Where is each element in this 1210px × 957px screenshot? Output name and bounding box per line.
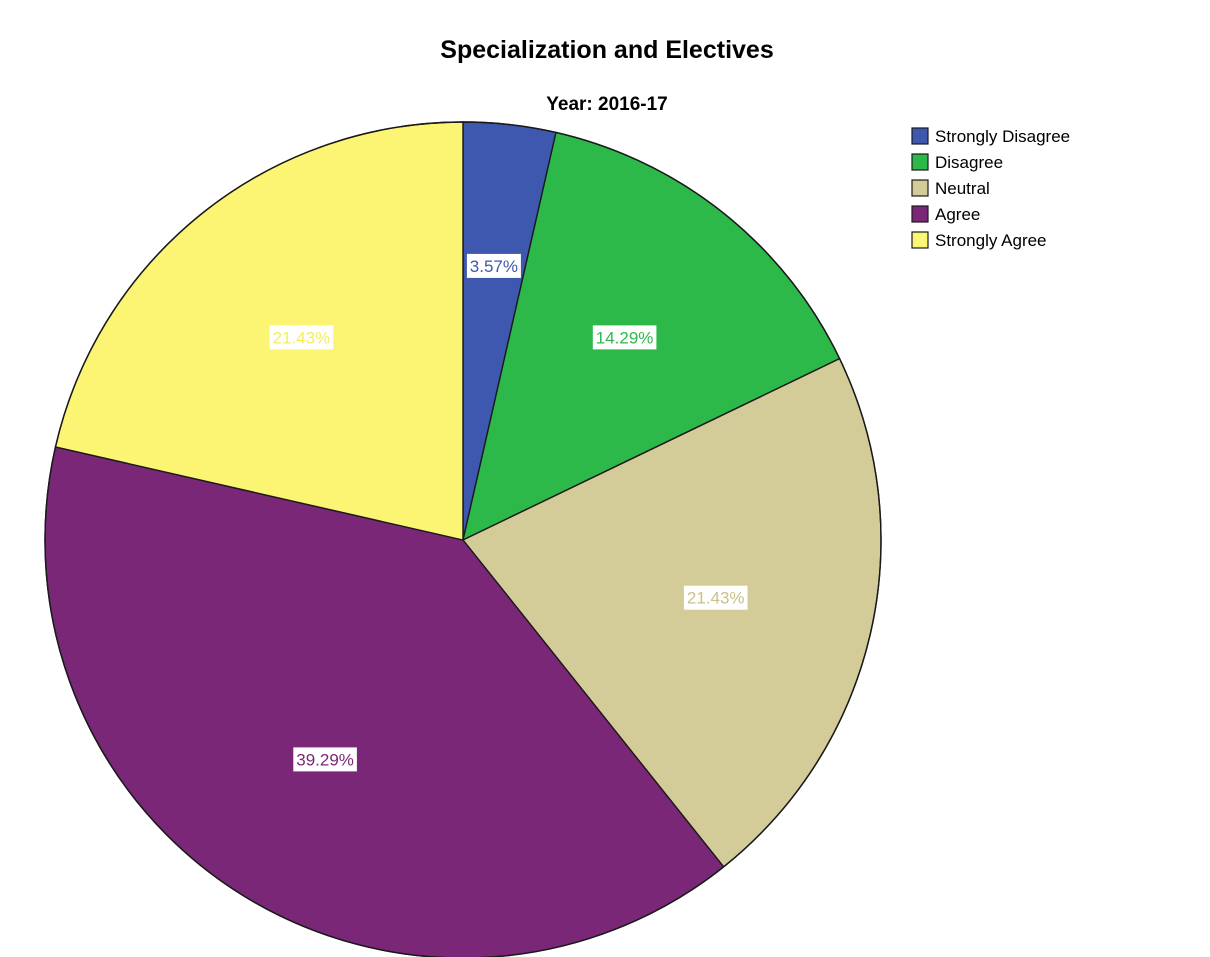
slice-label-group: 21.43% <box>683 585 748 610</box>
chart-title: Specialization and Electives <box>440 36 773 64</box>
legend-swatch <box>911 127 929 145</box>
slice-label-text: 3.57% <box>470 257 518 276</box>
slice-label-text: 21.43% <box>687 589 745 608</box>
slice-label-group: 14.29% <box>592 325 657 350</box>
legend-item: Agree <box>911 205 980 224</box>
pie-slices <box>44 121 882 957</box>
legend-label: Neutral <box>935 179 990 198</box>
legend-item: Strongly Disagree <box>911 127 1070 146</box>
slice-label-box <box>293 747 357 772</box>
slice-label-box <box>269 325 334 350</box>
legend-item: Neutral <box>911 179 990 198</box>
slice-label-group: 3.57% <box>466 253 521 278</box>
slice-label-box <box>592 325 657 350</box>
legend-label: Disagree <box>935 153 1003 172</box>
legend-item: Strongly Agree <box>911 231 1047 250</box>
chart-subtitle: Year: 2016-17 <box>546 94 668 115</box>
legend-label: Agree <box>935 205 980 224</box>
slice-label-text: 21.43% <box>273 328 331 347</box>
slice-label-group: 39.29% <box>293 747 357 772</box>
slice-label-text: 39.29% <box>296 750 354 769</box>
legend-swatch <box>911 205 929 223</box>
legend-label: Strongly Agree <box>935 231 1047 250</box>
slice-label-text: 14.29% <box>596 328 654 347</box>
slice-label-box <box>466 253 521 278</box>
pie-outline <box>44 121 882 957</box>
slice-label-group: 21.43% <box>269 325 334 350</box>
pie-slice-labels: 3.57% 14.29% 21.43% 39.29% 21.43% <box>269 253 748 772</box>
slice-label-box <box>683 585 748 610</box>
legend: Strongly Disagree Disagree Neutral Agree Str… <box>911 127 1070 250</box>
legend-label: Strongly Disagree <box>935 127 1070 146</box>
legend-swatch <box>911 153 929 171</box>
legend-item: Disagree <box>911 153 1003 172</box>
legend-swatch <box>911 179 929 197</box>
legend-swatch <box>911 231 929 249</box>
